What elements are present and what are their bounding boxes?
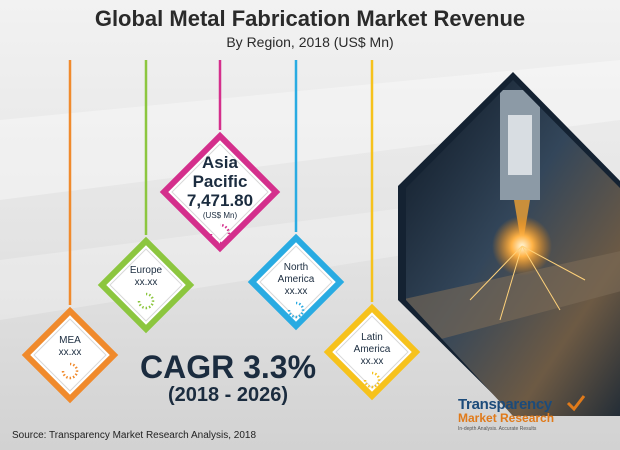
region-value: xx.xx [135, 277, 158, 288]
region-name: Asia [202, 153, 238, 172]
region-name: Europe [130, 265, 163, 276]
region-name: America [278, 274, 315, 285]
region-name: America [354, 344, 391, 355]
marker-inner-border [171, 143, 269, 241]
region-value: xx.xx [285, 286, 308, 297]
region-name: MEA [59, 335, 81, 346]
dotted-arc-icon [363, 371, 381, 389]
cagr-callout: CAGR 3.3% (2018 - 2026) [138, 350, 318, 406]
marker-diamond [323, 303, 421, 401]
marker-diamond [159, 131, 281, 253]
dotted-arc-icon [61, 362, 79, 380]
marker-diamond [21, 306, 119, 404]
marker-diamond [247, 233, 345, 331]
cagr-period: (2018 - 2026) [167, 384, 289, 406]
chart-subtitle: By Region, 2018 (US$ Mn) [226, 34, 394, 50]
chart-title: Global Metal Fabrication Market Revenue [94, 6, 526, 31]
light-beam [0, 60, 620, 200]
region-name: North [284, 262, 308, 273]
region-value: 7,471.80 [187, 191, 253, 210]
source-note: Source: Transparency Market Research Ana… [12, 430, 257, 441]
marker-inner-border [33, 318, 107, 392]
region-name: Latin [361, 332, 383, 343]
marker-diamond [97, 236, 195, 334]
cagr-value: CAGR 3.3% [139, 349, 317, 385]
region-name: Pacific [193, 172, 248, 191]
logo-line-1: Transparency [458, 396, 552, 413]
brand-logo: Transparency Market Research In-depth An… [458, 396, 608, 432]
logo-line-2: Market Research [458, 411, 555, 425]
dotted-arc-icon [209, 223, 231, 245]
marker-inner-border [109, 248, 183, 322]
region-value: xx.xx [59, 347, 82, 358]
region-unit: (US$ Mn) [203, 211, 238, 220]
check-logo-icon [566, 395, 586, 412]
dotted-arc-icon [137, 292, 155, 310]
region-value: xx.xx [361, 356, 384, 367]
dotted-arc-icon [287, 301, 305, 319]
logo-tagline: In-depth Analysis. Accurate Results [458, 426, 537, 432]
